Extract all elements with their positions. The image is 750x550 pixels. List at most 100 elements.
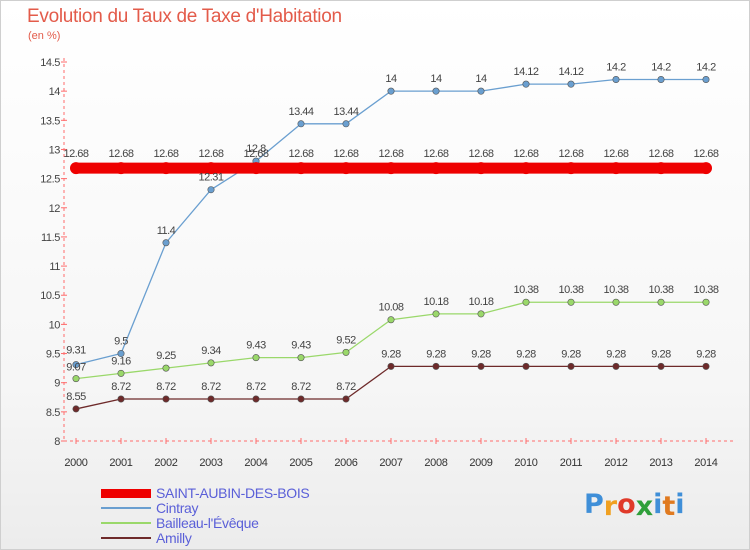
data-point — [702, 298, 710, 306]
y-tick-label: 10 — [49, 319, 61, 331]
data-point — [612, 362, 620, 370]
data-point — [250, 162, 262, 175]
data-label: 8.55 — [66, 391, 86, 403]
y-tick-label: 12.5 — [40, 174, 60, 186]
data-point — [522, 80, 530, 88]
x-tick-label: 2011 — [560, 457, 583, 469]
data-label: 14.12 — [513, 66, 538, 78]
data-label: 10.18 — [423, 296, 448, 308]
data-point — [205, 162, 217, 175]
data-point — [70, 162, 82, 175]
data-point — [700, 162, 712, 175]
data-label: 8.72 — [246, 381, 266, 393]
data-label: 12.68 — [288, 148, 313, 160]
logo-letter: t — [662, 491, 676, 522]
data-label: 10.38 — [603, 284, 628, 296]
data-point — [477, 362, 485, 370]
data-point — [567, 298, 575, 306]
data-point — [387, 316, 395, 324]
logo-letter: i — [675, 489, 685, 520]
data-label: 12.68 — [513, 148, 538, 160]
data-label: 9.28 — [381, 348, 401, 360]
data-point — [72, 405, 80, 413]
data-point — [297, 395, 305, 403]
series-points — [70, 75, 712, 413]
data-point — [657, 298, 665, 306]
y-tick-label: 9 — [54, 378, 60, 390]
x-tick-label: 2007 — [379, 457, 402, 469]
data-label: 8.72 — [336, 381, 356, 393]
data-label: 12.68 — [558, 148, 583, 160]
data-point — [522, 362, 530, 370]
data-label: 9.16 — [111, 355, 131, 367]
data-label: 10.38 — [513, 284, 538, 296]
logo-letter: o — [617, 489, 636, 520]
data-point — [387, 87, 395, 95]
proxiti-logo: Proxiti — [584, 489, 685, 522]
data-point — [162, 395, 170, 403]
data-label: 10.18 — [468, 296, 493, 308]
data-label: 10.38 — [693, 284, 718, 296]
data-label: 10.38 — [648, 284, 673, 296]
data-label: 14.2 — [606, 61, 626, 73]
y-tick-label: 14 — [49, 86, 61, 98]
data-point — [432, 362, 440, 370]
legend-label: Cintray — [156, 500, 199, 516]
data-point — [115, 162, 127, 175]
data-label: 9.28 — [426, 348, 446, 360]
y-tick-label: 8.5 — [46, 407, 60, 419]
x-tick-label: 2003 — [199, 457, 222, 469]
x-tick-label: 2001 — [109, 457, 132, 469]
data-point — [297, 354, 305, 362]
y-tick-label: 8 — [54, 436, 60, 448]
data-point — [387, 362, 395, 370]
data-label: 12.68 — [243, 148, 268, 160]
data-label: 14.12 — [558, 66, 583, 78]
data-label: 10.38 — [558, 284, 583, 296]
data-label: 9.28 — [471, 348, 491, 360]
y-tick-label: 10.5 — [40, 290, 60, 302]
data-label: 12.68 — [333, 148, 358, 160]
data-point — [612, 75, 620, 83]
data-point — [207, 359, 215, 367]
data-label: 9.28 — [651, 348, 671, 360]
data-point — [565, 162, 577, 175]
logo-letter: i — [653, 489, 663, 520]
legend-label: Bailleau-l'Évêque — [156, 515, 259, 531]
data-point — [117, 369, 125, 377]
legend-swatch — [101, 537, 151, 539]
logo-letter: r — [603, 491, 618, 522]
data-point — [252, 354, 260, 362]
data-point — [432, 310, 440, 318]
data-label: 12.68 — [603, 148, 628, 160]
legend-label: Amilly — [156, 530, 192, 546]
data-label: 9.43 — [291, 340, 311, 352]
logo-letter: P — [584, 489, 604, 520]
data-point — [702, 362, 710, 370]
axes: 8 8.5 9 9.5 10 10.5 11 11.5 12 12.5 13 13.5 14 14.5 20… — [40, 57, 736, 469]
x-tick-label: 2000 — [64, 457, 87, 469]
data-point — [477, 87, 485, 95]
data-label: 14 — [385, 73, 397, 85]
data-label: 12.31 — [198, 172, 223, 184]
data-label: 9.5 — [114, 336, 128, 348]
data-point — [430, 162, 442, 175]
data-label: 12.68 — [468, 148, 493, 160]
data-point — [295, 162, 307, 175]
data-label: 9.07 — [66, 362, 86, 374]
data-point — [567, 362, 575, 370]
data-point — [297, 120, 305, 128]
data-label: 9.31 — [66, 345, 86, 357]
data-label: 12.68 — [153, 148, 178, 160]
data-label: 12.68 — [198, 148, 223, 160]
data-label: 12.8 — [246, 143, 266, 155]
x-tick-label: 2009 — [469, 457, 492, 469]
data-label: 9.52 — [336, 334, 356, 346]
data-label: 9.28 — [516, 348, 536, 360]
data-point — [207, 186, 215, 194]
x-tick-label: 2004 — [244, 457, 267, 469]
data-point — [207, 395, 215, 403]
data-point — [610, 162, 622, 175]
data-point — [477, 310, 485, 318]
data-label: 9.25 — [156, 350, 176, 362]
